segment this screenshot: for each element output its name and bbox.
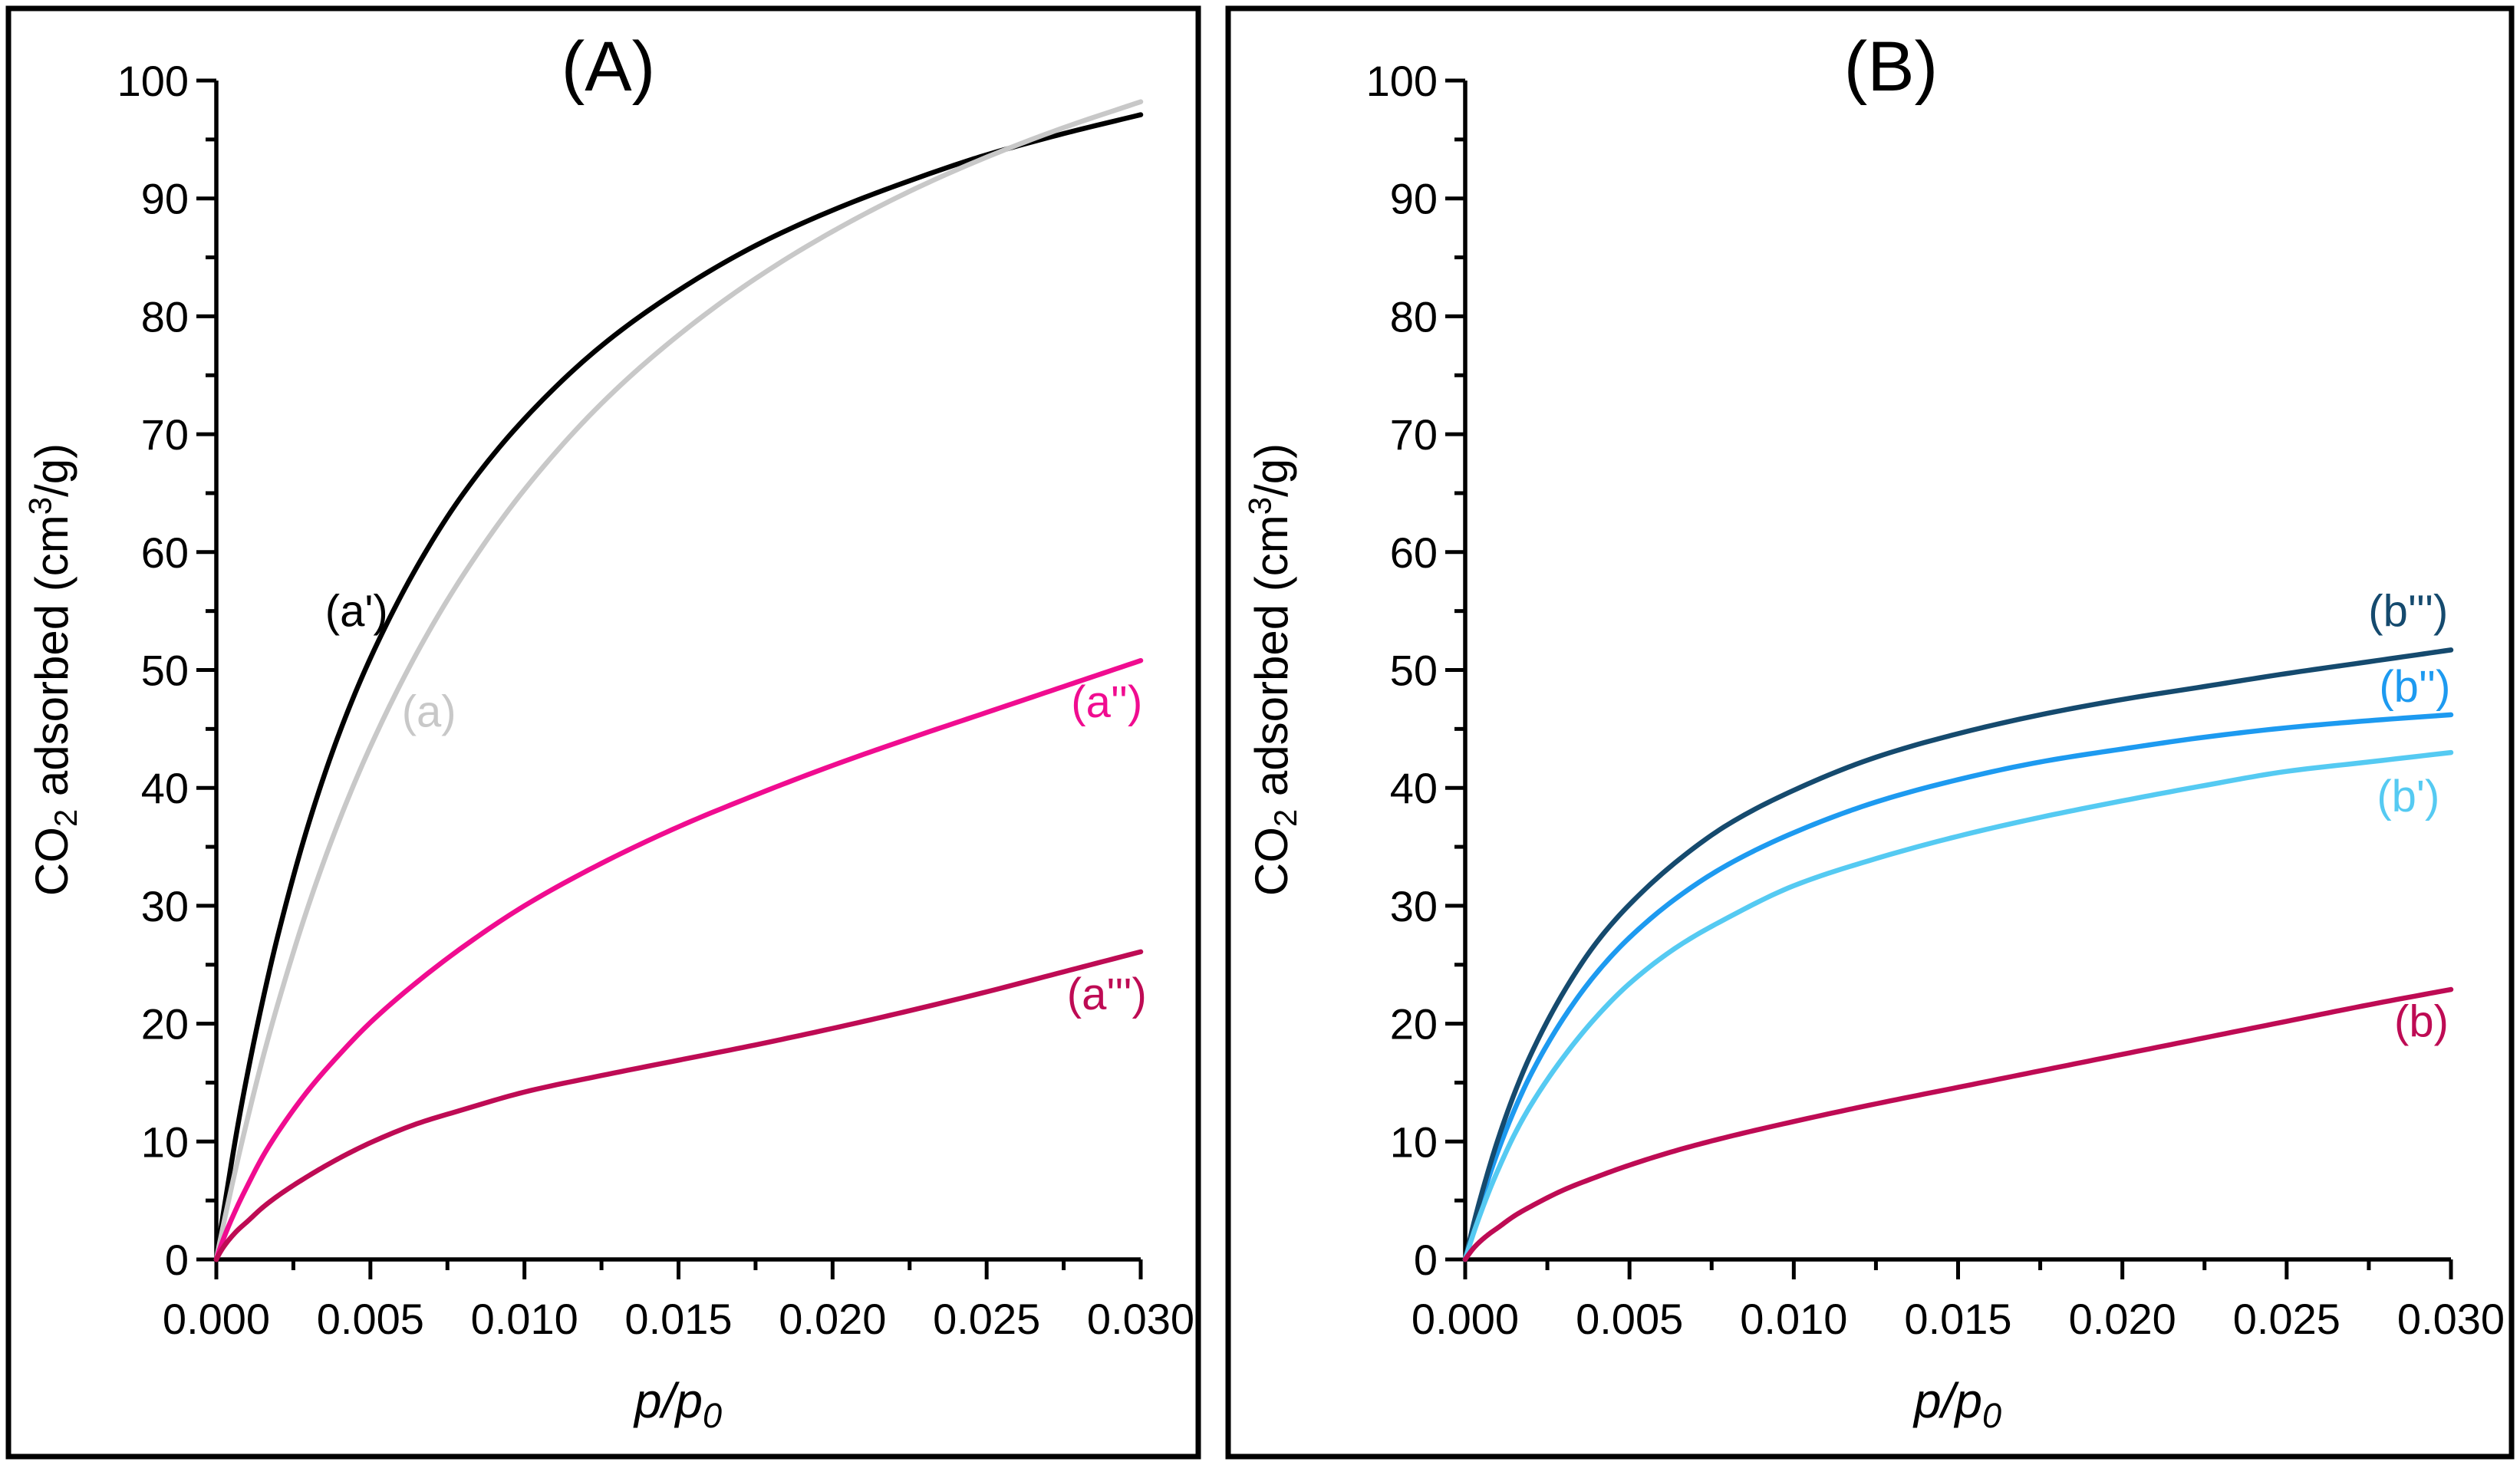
y-tick-label: 30 xyxy=(141,882,189,930)
x-tick-label: 0.020 xyxy=(2069,1295,2176,1343)
y-axis-title: CO2 adsorbed (cm3/g) xyxy=(21,443,84,896)
x-tick-label: 0.000 xyxy=(163,1295,270,1343)
y-tick-label: 100 xyxy=(1366,57,1438,105)
axes xyxy=(214,81,1141,1262)
y-tick-label: 90 xyxy=(141,175,189,223)
y-tick-label: 50 xyxy=(141,647,189,695)
x-tick-label: 0.025 xyxy=(2233,1295,2340,1343)
y-tick-label: 80 xyxy=(141,292,189,341)
x-axis-title: p/p0 xyxy=(633,1373,722,1435)
curve-label-b-double-prime: (b'') xyxy=(2379,662,2450,712)
x-tick-label: 0.010 xyxy=(471,1295,578,1343)
x-tick-label: 0.030 xyxy=(2397,1295,2505,1343)
panel-A-frame xyxy=(5,5,1201,1460)
y-tick-label: 100 xyxy=(117,57,189,105)
curve-b-double-prime xyxy=(1462,712,2454,1263)
x-tick-label: 0.025 xyxy=(933,1295,1040,1343)
curve-label-b-prime: (b') xyxy=(2377,772,2439,821)
y-tick-label: 60 xyxy=(1390,528,1438,577)
panel-title: (A) xyxy=(562,28,656,106)
curve-label-a-prime: (a') xyxy=(325,587,388,637)
panel-title: (B) xyxy=(1844,28,1939,106)
y-tick-label: 0 xyxy=(165,1236,189,1284)
y-tick-label: 10 xyxy=(141,1118,189,1166)
curve-a-triple-prime xyxy=(213,949,1144,1263)
curve-label-a: (a) xyxy=(402,686,456,736)
y-tick-label: 70 xyxy=(141,410,189,459)
y-tick-label: 70 xyxy=(1390,410,1438,459)
x-tick-label: 0.015 xyxy=(624,1295,732,1343)
y-tick-label: 50 xyxy=(1390,647,1438,695)
y-tick-label: 10 xyxy=(1390,1118,1438,1166)
y-tick-label: 20 xyxy=(141,1000,189,1049)
curve-b xyxy=(1462,986,2454,1263)
curve-b-prime xyxy=(1462,749,2454,1263)
curve-label-a-double-prime: (a'') xyxy=(1071,677,1142,727)
x-tick-label: 0.010 xyxy=(1740,1295,1847,1343)
panel-B-frame xyxy=(1225,5,2515,1460)
curve-label-b: (b) xyxy=(2394,997,2449,1047)
x-tick-label: 0.005 xyxy=(1576,1295,1683,1343)
y-tick-label: 90 xyxy=(1390,175,1438,223)
curve-a-prime xyxy=(213,112,1144,1263)
y-tick-label: 80 xyxy=(1390,292,1438,341)
x-tick-label: 0.020 xyxy=(779,1295,886,1343)
curve-label-b-triple-prime: (b''') xyxy=(2368,587,2448,637)
curve-a xyxy=(213,99,1144,1263)
x-tick-label: 0.030 xyxy=(1087,1295,1194,1343)
y-tick-label: 20 xyxy=(1390,1000,1438,1049)
panel-B: 0.000 0.005 0.010 0.015 0.020 0.025 0.030 0 10 20… xyxy=(1225,5,2515,1460)
y-tick-label: 40 xyxy=(1390,764,1438,812)
x-axis-title: p/p0 xyxy=(1912,1373,2001,1435)
curve-label-a-triple-prime: (a''') xyxy=(1067,970,1147,1019)
curve-a-double-prime xyxy=(213,657,1144,1263)
y-axis-title: CO2 adsorbed (cm3/g) xyxy=(1241,443,1303,896)
x-tick-label: 0.005 xyxy=(317,1295,424,1343)
curve-b-triple-prime xyxy=(1462,647,2454,1263)
y-tick-label: 0 xyxy=(1414,1236,1438,1284)
y-tick-label: 40 xyxy=(141,764,189,812)
x-tick-label: 0.000 xyxy=(1412,1295,1519,1343)
panel-A: 0.000 0.005 0.010 0.015 0.020 0.025 0.030 0 10 20… xyxy=(5,5,1201,1460)
y-tick-label: 30 xyxy=(1390,882,1438,930)
x-tick-label: 0.015 xyxy=(1904,1295,2011,1343)
y-tick-label: 60 xyxy=(141,528,189,577)
